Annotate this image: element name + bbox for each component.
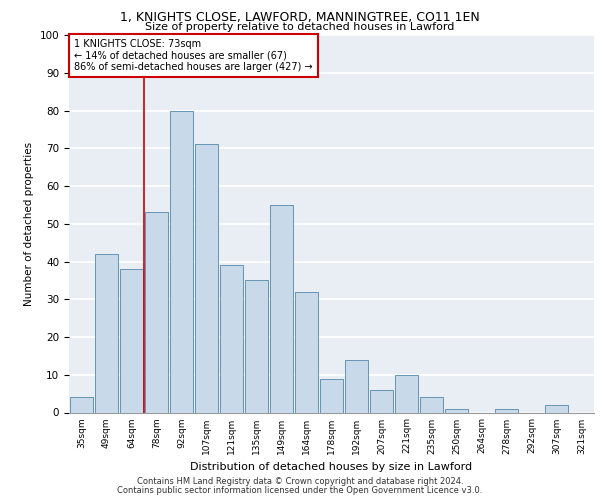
Y-axis label: Number of detached properties: Number of detached properties [24,142,34,306]
Bar [170,110,193,412]
Bar [320,378,343,412]
Bar [95,254,118,412]
Bar [445,408,468,412]
Bar [245,280,268,412]
Bar [120,269,143,412]
Text: Contains HM Land Registry data © Crown copyright and database right 2024.: Contains HM Land Registry data © Crown c… [137,477,463,486]
Bar [495,408,518,412]
Bar [270,205,293,412]
Bar [345,360,368,412]
Bar [145,212,168,412]
Bar [370,390,393,412]
Bar [420,398,443,412]
Bar [195,144,218,412]
Text: 1 KNIGHTS CLOSE: 73sqm
← 14% of detached houses are smaller (67)
86% of semi-det: 1 KNIGHTS CLOSE: 73sqm ← 14% of detached… [74,39,313,72]
X-axis label: Distribution of detached houses by size in Lawford: Distribution of detached houses by size … [190,462,473,472]
Text: Contains public sector information licensed under the Open Government Licence v3: Contains public sector information licen… [118,486,482,495]
Bar [70,398,93,412]
Text: 1, KNIGHTS CLOSE, LAWFORD, MANNINGTREE, CO11 1EN: 1, KNIGHTS CLOSE, LAWFORD, MANNINGTREE, … [120,11,480,24]
Bar [295,292,318,412]
Text: Size of property relative to detached houses in Lawford: Size of property relative to detached ho… [145,22,455,32]
Bar [545,405,568,412]
Bar [395,375,418,412]
Bar [220,266,243,412]
